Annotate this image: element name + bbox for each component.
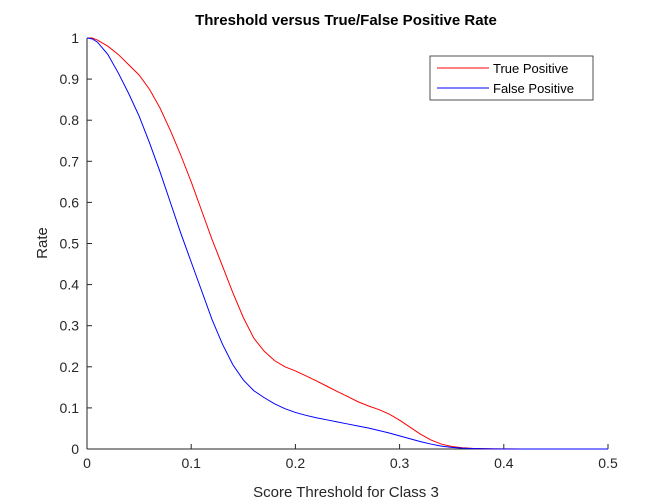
- plot-lines: [86, 37, 608, 450]
- y-tick-label: 0: [71, 441, 79, 457]
- y-tick-label: 0.3: [60, 318, 80, 334]
- y-tick-label: 0.4: [60, 277, 80, 293]
- legend-label-true-positive: True Positive: [493, 61, 568, 76]
- series-line-true-positive: [87, 37, 608, 450]
- x-tick-label: 0.4: [494, 455, 514, 471]
- x-tick-label: 0.3: [390, 455, 410, 471]
- axes: 0 0.1 0.2 0.3 0.4 0.5 0 0.1 0.2 0.3 0.4 0.5 0.6 0.7 0.…: [60, 30, 618, 471]
- y-tick-label: 0.5: [60, 236, 80, 252]
- series-line-false-positive: [86, 37, 608, 450]
- y-tick-label: 0.8: [60, 112, 80, 128]
- y-axis-label: Rate: [34, 227, 51, 259]
- chart-title: Threshold versus True/False Positive Rat…: [195, 12, 497, 29]
- legend-label-false-positive: False Positive: [493, 81, 574, 96]
- y-tick-label: 0.7: [60, 153, 80, 169]
- y-tick-label: 0.6: [60, 194, 80, 210]
- legend-box: [429, 55, 594, 101]
- x-tick-label: 0.1: [181, 455, 201, 471]
- y-tick-label: 1: [71, 30, 79, 46]
- y-tick-label: 0.2: [60, 359, 80, 375]
- y-tick-label: 0.9: [60, 71, 80, 87]
- y-tick-label: 0.1: [60, 400, 80, 416]
- x-tick-label: 0.5: [598, 455, 618, 471]
- legend: True Positive False Positive: [429, 55, 594, 101]
- x-tick-label: 0: [83, 455, 91, 471]
- x-tick-label: 0.2: [286, 455, 306, 471]
- x-axis-label: Score Threshold for Class 3: [253, 484, 439, 501]
